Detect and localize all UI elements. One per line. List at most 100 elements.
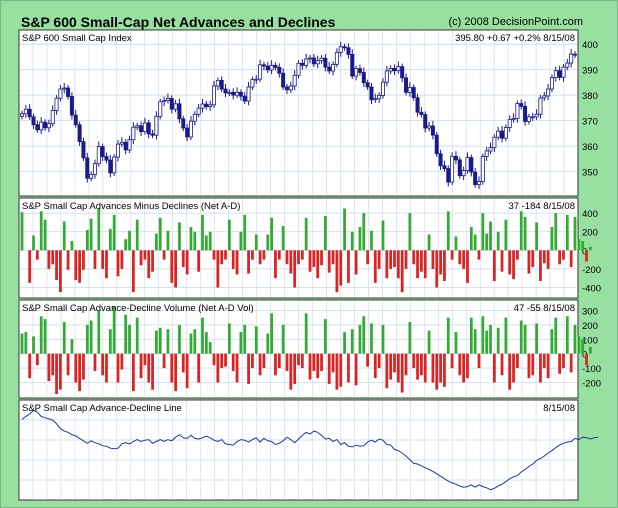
bar bbox=[404, 250, 408, 269]
panel-3-title: S&P Small Cap Advance-Decline Volume (Ne… bbox=[22, 303, 254, 314]
panel-2-title: S&P Small Cap Advances Minus Declines (N… bbox=[22, 201, 240, 212]
bar bbox=[247, 353, 250, 384]
candle-body bbox=[108, 159, 113, 174]
bar bbox=[47, 353, 51, 382]
panel-2-readout: 37 -184 8/15/08 bbox=[508, 201, 575, 212]
candle-body bbox=[469, 157, 474, 173]
bar bbox=[193, 329, 197, 354]
bar bbox=[189, 333, 193, 354]
bar bbox=[147, 353, 151, 383]
bar bbox=[496, 327, 500, 354]
bar bbox=[312, 353, 316, 371]
bar bbox=[227, 323, 231, 354]
bar bbox=[120, 250, 124, 269]
bar bbox=[166, 329, 170, 354]
candle-body bbox=[158, 101, 163, 117]
y-tick-label: 370 bbox=[582, 117, 598, 128]
bar bbox=[251, 353, 254, 369]
bar bbox=[235, 353, 239, 383]
bar bbox=[208, 231, 212, 251]
bar bbox=[573, 324, 577, 354]
bar bbox=[531, 250, 535, 268]
candle-body bbox=[392, 68, 397, 72]
candle-body bbox=[85, 157, 90, 179]
bar bbox=[577, 336, 581, 354]
bar bbox=[35, 353, 39, 366]
bar bbox=[473, 234, 477, 251]
bar bbox=[258, 353, 262, 376]
bar bbox=[569, 250, 573, 268]
bar bbox=[170, 250, 174, 283]
bar bbox=[350, 329, 354, 354]
candle-body bbox=[269, 64, 274, 71]
candle-body bbox=[404, 77, 409, 93]
y-tick-label: 390 bbox=[582, 66, 598, 77]
bar bbox=[343, 332, 346, 354]
candle-body bbox=[334, 51, 339, 65]
bar bbox=[469, 317, 473, 354]
bar bbox=[201, 215, 204, 251]
candle-body bbox=[515, 103, 520, 119]
bar bbox=[43, 219, 47, 251]
bar bbox=[377, 353, 381, 369]
candle-body bbox=[569, 53, 574, 64]
candle-body bbox=[507, 119, 512, 128]
bar bbox=[481, 316, 485, 354]
bar bbox=[539, 250, 542, 281]
bar bbox=[581, 241, 585, 251]
bar bbox=[59, 353, 62, 390]
bar bbox=[327, 353, 331, 384]
bar bbox=[408, 213, 412, 251]
panel-1-readout: 395.80 +0.67 +0.2% 8/15/08 bbox=[455, 33, 575, 44]
bar bbox=[323, 319, 327, 354]
bar bbox=[308, 250, 312, 272]
bar bbox=[477, 250, 481, 260]
bar bbox=[105, 353, 108, 383]
bar bbox=[193, 231, 197, 251]
bar bbox=[297, 353, 300, 366]
bar bbox=[62, 322, 66, 354]
bar bbox=[97, 208, 101, 251]
bar bbox=[93, 250, 97, 269]
bar bbox=[116, 250, 120, 277]
bar bbox=[32, 336, 35, 354]
candle-body bbox=[365, 82, 370, 88]
candle-body bbox=[350, 53, 355, 77]
bar bbox=[546, 250, 550, 269]
bar bbox=[565, 316, 569, 354]
bar bbox=[358, 227, 362, 251]
bar bbox=[535, 323, 538, 354]
bar bbox=[270, 313, 274, 354]
candle-body bbox=[281, 72, 286, 88]
bar bbox=[335, 250, 339, 293]
y-tick-label: 0 bbox=[582, 350, 587, 361]
bar bbox=[251, 250, 254, 260]
bar bbox=[389, 250, 393, 269]
candle-body bbox=[296, 62, 301, 76]
panel-1-title: S&P 600 Small Cap Index bbox=[22, 33, 132, 44]
bar bbox=[400, 353, 404, 393]
bar bbox=[293, 250, 297, 288]
y-tick-label: -200 bbox=[582, 378, 601, 389]
bar bbox=[289, 250, 293, 274]
candle-body bbox=[66, 87, 71, 97]
candle-body bbox=[488, 147, 493, 152]
candle-body bbox=[142, 122, 147, 133]
candle-body bbox=[496, 130, 501, 138]
bar bbox=[431, 353, 435, 383]
bar bbox=[158, 327, 162, 354]
bar bbox=[366, 353, 370, 367]
candle-body bbox=[530, 116, 535, 119]
candle-body bbox=[242, 95, 247, 102]
candle-body bbox=[450, 155, 455, 183]
y-tick-label: 400 bbox=[582, 40, 598, 51]
bar bbox=[523, 324, 527, 354]
candle-body bbox=[476, 181, 481, 186]
bar bbox=[124, 239, 128, 251]
candle-body bbox=[427, 125, 432, 129]
candle-body bbox=[480, 156, 485, 182]
bar bbox=[450, 250, 454, 260]
bar bbox=[101, 250, 105, 269]
candle-body bbox=[503, 127, 508, 139]
bar bbox=[527, 250, 531, 274]
